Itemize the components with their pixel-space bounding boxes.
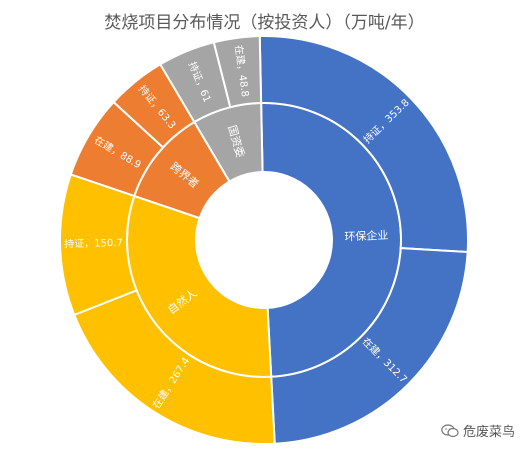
inner-label-0: 环保企业 (344, 228, 388, 244)
outer-segment-1 (270, 247, 469, 445)
outer-segment-7 (212, 35, 263, 109)
chart-title: 焚烧项目分布情况（按投资人）（万吨/年） (104, 13, 425, 33)
watermark: 危废菜鸟 (441, 421, 515, 440)
wechat-icon (441, 423, 459, 437)
outer-label-3: 持证，150.7 (64, 236, 123, 250)
watermark-text: 危废菜鸟 (462, 425, 515, 440)
outer-segment-0 (258, 35, 469, 254)
